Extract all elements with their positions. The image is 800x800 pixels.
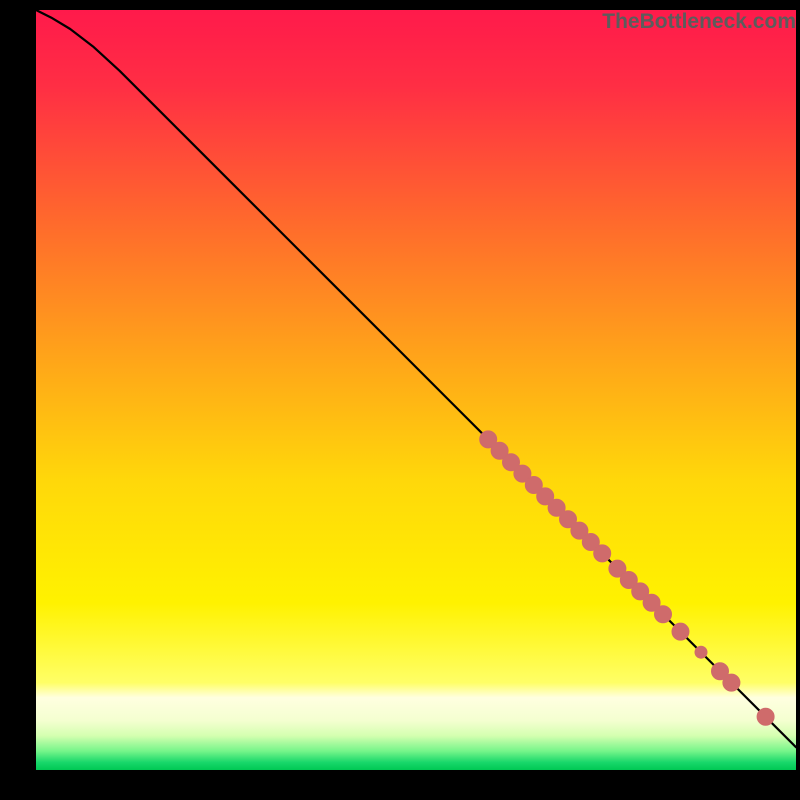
plot-area: [36, 10, 796, 770]
marker-group: [480, 431, 774, 725]
data-marker: [672, 623, 689, 640]
data-marker: [594, 545, 611, 562]
data-marker: [655, 606, 672, 623]
data-marker: [723, 674, 740, 691]
data-marker: [757, 708, 774, 725]
watermark-text: TheBottleneck.com: [602, 10, 796, 34]
data-marker: [695, 646, 707, 658]
chart-overlay: [36, 10, 796, 770]
